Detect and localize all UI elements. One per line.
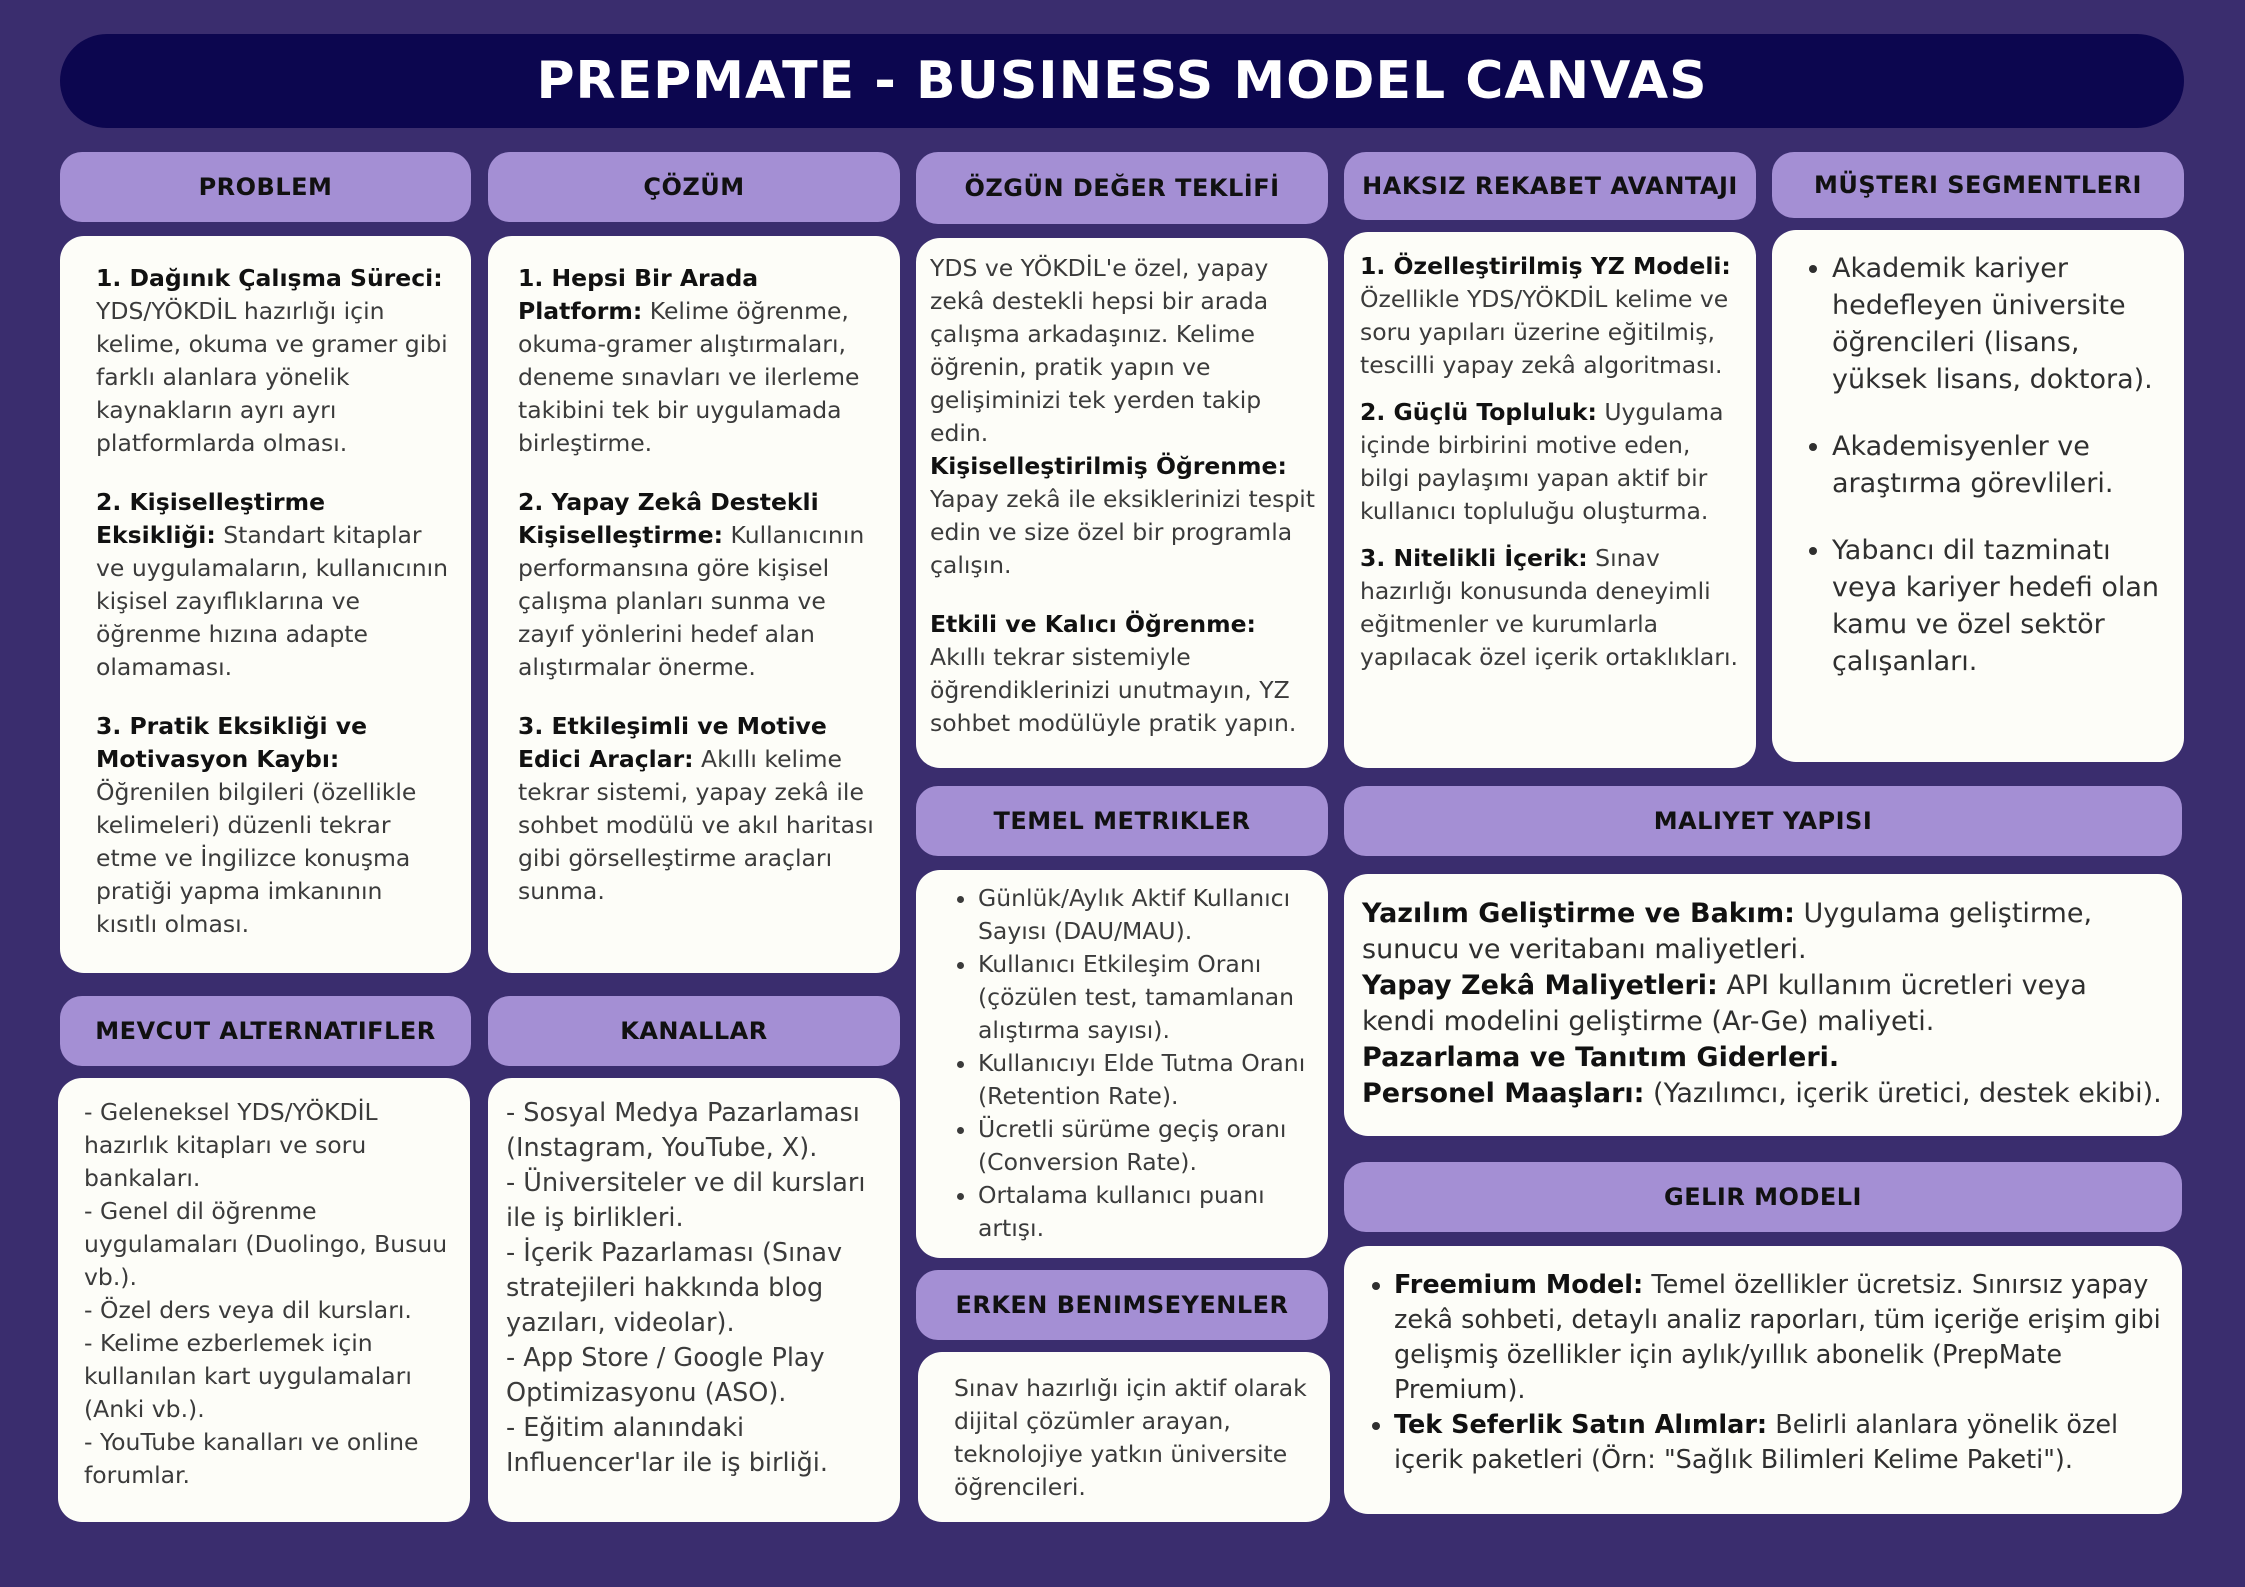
solution-card: 1. Hepsi Bir Arada Platform: Kelime öğre… — [488, 236, 900, 973]
alternative-item: - Geleneksel YDS/YÖKDİL hazırlık kitapla… — [84, 1098, 378, 1192]
solution-item-3: 3. Etkileşimli ve Motive Edici Araçlar: … — [518, 712, 874, 905]
cost-structure-header: MALIYET YAPISI — [1344, 786, 2182, 856]
revenue-card: Freemium Model: Temel özellikler ücretsi… — [1344, 1246, 2182, 1514]
page-title: PREPMATE - BUSINESS MODEL CANVAS — [536, 51, 1708, 111]
metric-item: Günlük/Aylık Aktif Kullanıcı Sayısı (DAU… — [978, 882, 1318, 948]
early-adopters-card: Sınav hazırlığı için aktif olarak dijita… — [918, 1352, 1330, 1522]
solution-header: ÇÖZÜM — [488, 152, 900, 222]
cost-item-3: Pazarlama ve Tanıtım Giderleri. — [1362, 1042, 1840, 1073]
metric-item: Kullanıcıyı Elde Tutma Oranı (Retention … — [978, 1047, 1318, 1113]
segment-item: Akademik kariyer hedefleyen üniversite ö… — [1832, 250, 2170, 398]
unfair-item-1: 1. Özelleştirilmiş YZ Modeli: Özellikle … — [1360, 252, 1731, 379]
uvp-header: ÖZGÜN DEĞER TEKLİFİ — [916, 152, 1328, 224]
channel-item: - Eğitim alanındaki Influencer'lar ile i… — [506, 1413, 828, 1478]
channels-card: - Sosyal Medya Pazarlaması (Instagram, Y… — [488, 1078, 900, 1522]
cost-structure-card: Yazılım Geliştirme ve Bakım: Uygulama ge… — [1344, 874, 2182, 1136]
channels-header: KANALLAR — [488, 996, 900, 1066]
problem-item-2: 2. Kişiselleştirme Eksikliği: Standart k… — [96, 488, 449, 681]
channel-item: - App Store / Google Play Optimizasyonu … — [506, 1343, 825, 1408]
revenue-header: GELIR MODELI — [1344, 1162, 2182, 1232]
unfair-advantage-header: HAKSIZ REKABET AVANTAJI — [1344, 152, 1756, 220]
channel-item: - İçerik Pazarlaması (Sınav stratejileri… — [506, 1238, 843, 1338]
unfair-item-2: 2. Güçlü Topluluk: Uygulama içinde birbi… — [1360, 398, 1724, 525]
metric-item: Ortalama kullanıcı puanı artışı. — [978, 1179, 1318, 1245]
alternative-item: - Kelime ezberlemek için kullanılan kart… — [84, 1329, 412, 1423]
segment-item: Akademisyenler ve araştırma görevlileri. — [1832, 428, 2170, 502]
alternative-item: - YouTube kanalları ve online forumlar. — [84, 1428, 419, 1489]
early-adopters-text: Sınav hazırlığı için aktif olarak dijita… — [954, 1374, 1307, 1501]
problem-card: 1. Dağınık Çalışma Süreci: YDS/YÖKDİL ha… — [60, 236, 471, 973]
metric-item: Ücretli sürüme geçiş oranı (Conversion R… — [978, 1113, 1318, 1179]
title-bar: PREPMATE - BUSINESS MODEL CANVAS — [60, 34, 2184, 128]
metric-item: Kullanıcı Etkileşim Oranı (çözülen test,… — [978, 948, 1318, 1047]
revenue-item: Freemium Model: Temel özellikler ücretsi… — [1394, 1268, 2162, 1408]
problem-item-1: 1. Dağınık Çalışma Süreci: YDS/YÖKDİL ha… — [96, 264, 448, 457]
segments-card: Akademik kariyer hedefleyen üniversite ö… — [1772, 230, 2184, 762]
solution-item-1: 1. Hepsi Bir Arada Platform: Kelime öğre… — [518, 264, 860, 457]
cost-item-2: Yapay Zekâ Maliyetleri: API kullanım ücr… — [1362, 970, 2087, 1037]
alternatives-header: MEVCUT ALTERNATIFLER — [60, 996, 471, 1066]
unfair-item-3: 3. Nitelikli İçerik: Sınav hazırlığı kon… — [1360, 544, 1738, 671]
segments-header: MÜŞTERI SEGMENTLERI — [1772, 152, 2184, 218]
early-adopters-header: ERKEN BENIMSEYENLER — [916, 1270, 1328, 1340]
uvp-intro: YDS ve YÖKDİL'e özel, yapay zekâ destekl… — [930, 254, 1269, 447]
uvp-item-1: Kişiselleştirilmiş Öğrenme: Yapay zekâ il… — [930, 452, 1316, 579]
metrics-card: Günlük/Aylık Aktif Kullanıcı Sayısı (DAU… — [916, 870, 1328, 1258]
alternatives-card: - Geleneksel YDS/YÖKDİL hazırlık kitapla… — [58, 1078, 470, 1522]
channel-item: - Üniversiteler ve dil kursları ile iş b… — [506, 1168, 866, 1233]
problem-item-3: 3. Pratik Eksikliği ve Motivasyon Kaybı:… — [96, 712, 417, 938]
unfair-advantage-card: 1. Özelleştirilmiş YZ Modeli: Özellikle … — [1344, 232, 1756, 768]
alternative-item: - Özel ders veya dil kursları. — [84, 1296, 412, 1324]
segment-item: Yabancı dil tazminatı veya kariyer hedef… — [1832, 532, 2170, 680]
metrics-header: TEMEL METRIKLER — [916, 786, 1328, 856]
uvp-item-2: Etkili ve Kalıcı Öğrenme: Akıllı tekrar s… — [930, 610, 1297, 737]
cost-item-1: Yazılım Geliştirme ve Bakım: Uygulama ge… — [1362, 898, 2093, 965]
channel-item: - Sosyal Medya Pazarlaması (Instagram, Y… — [506, 1098, 860, 1163]
solution-item-2: 2. Yapay Zekâ Destekli Kişiselleştirme: … — [518, 488, 865, 681]
cost-item-4: Personel Maaşları: (Yazılımcı, içerik ür… — [1362, 1078, 2162, 1109]
revenue-item: Tek Seferlik Satın Alımlar: Belirli alan… — [1394, 1408, 2162, 1478]
problem-header: PROBLEM — [60, 152, 471, 222]
uvp-card: YDS ve YÖKDİL'e özel, yapay zekâ destekl… — [916, 238, 1328, 768]
alternative-item: - Genel dil öğrenme uygulamaları (Duolin… — [84, 1197, 448, 1291]
